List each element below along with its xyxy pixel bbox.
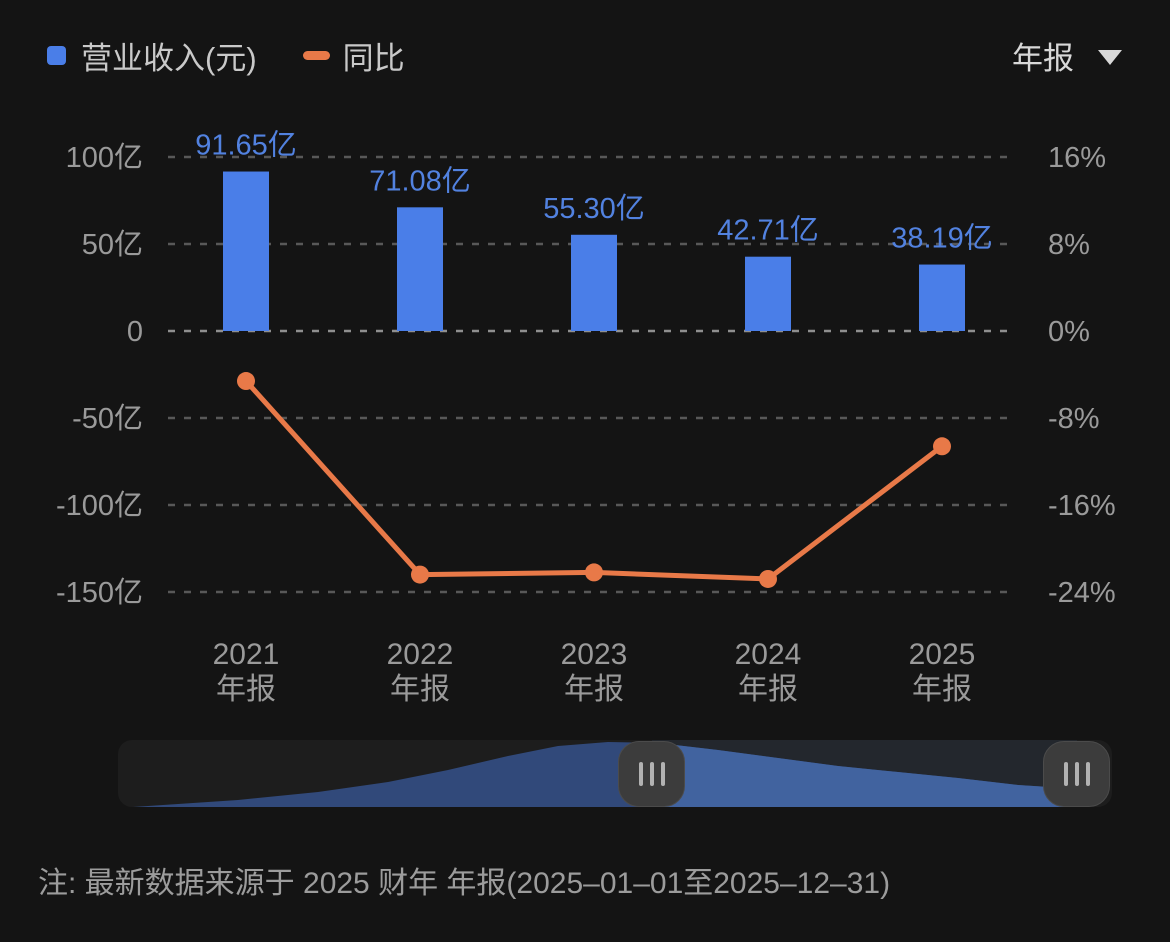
x-axis-period-label: 年报	[216, 673, 276, 706]
grip-icon	[660, 762, 665, 786]
left-axis-tick: -150亿	[56, 576, 143, 609]
grip-icon	[1063, 762, 1068, 786]
grip-icon	[1085, 762, 1090, 786]
left-axis-tick: -50亿	[72, 402, 143, 435]
revenue-bar[interactable]	[397, 207, 443, 331]
yoy-point[interactable]	[237, 372, 255, 391]
x-axis-period-label: 年报	[912, 673, 972, 706]
left-axis-tick: -100亿	[56, 489, 143, 522]
bar-value-label: 42.71亿	[717, 214, 819, 247]
grip-icon	[649, 762, 654, 786]
legend: 营业收入(元) 同比	[47, 33, 405, 78]
legend-item-yoy[interactable]: 同比	[302, 33, 405, 78]
right-axis-tick: -8%	[1048, 403, 1100, 435]
yoy-point[interactable]	[759, 569, 777, 588]
revenue-bar[interactable]	[223, 171, 269, 331]
revenue-bar[interactable]	[919, 264, 965, 331]
right-axis-tick: 0%	[1048, 316, 1090, 348]
yoy-point[interactable]	[411, 565, 429, 584]
legend-item-revenue[interactable]: 营业收入(元)	[47, 33, 257, 78]
x-axis-year-label: 2021	[213, 638, 280, 671]
left-axis-tick: 100亿	[66, 141, 143, 174]
x-axis-period-label: 年报	[564, 673, 624, 706]
right-axis-tick: 8%	[1048, 229, 1090, 261]
datazoom-right-handle[interactable]	[1043, 741, 1110, 807]
bar-value-label: 55.30亿	[543, 192, 645, 225]
yoy-line	[243, 378, 945, 582]
x-axis-year-label: 2023	[561, 638, 628, 671]
revenue-swatch-icon	[47, 46, 66, 65]
x-axis-period-label: 年报	[738, 673, 798, 706]
datazoom-area-selected	[652, 742, 1065, 807]
chevron-down-icon	[1098, 50, 1122, 65]
yoy-legend-label: 同比	[342, 41, 405, 76]
chart-canvas: 100亿 16% 50亿 8% 0 0% -50亿 -8% -100亿 -16% -150亿 -24%…	[56, 129, 1116, 706]
revenue-legend-label: 营业收入(元)	[81, 41, 257, 76]
grip-icon	[638, 762, 643, 786]
left-axis-tick: 50亿	[82, 228, 143, 261]
period-selector-label: 年报	[1012, 41, 1074, 76]
revenue-bar[interactable]	[745, 256, 791, 331]
x-axis-year-label: 2025	[909, 638, 976, 671]
data-source-note: 注: 最新数据来源于 2025 财年 年报(2025–01–01至2025–12…	[38, 867, 891, 900]
left-axis-tick: 0	[127, 316, 143, 348]
yoy-swatch-icon	[302, 51, 330, 60]
x-axis-year-label: 2024	[735, 638, 802, 671]
bar-value-label: 38.19亿	[891, 222, 993, 255]
datazoom-left-handle[interactable]	[618, 741, 685, 807]
right-axis-tick: 16%	[1048, 142, 1106, 174]
right-axis-tick: -16%	[1048, 490, 1116, 522]
yoy-point[interactable]	[933, 437, 951, 456]
right-axis-tick: -24%	[1048, 577, 1116, 609]
datazoom-slider-track[interactable]	[118, 740, 1112, 807]
bar-value-label: 91.65亿	[195, 129, 297, 162]
grip-icon	[1074, 762, 1079, 786]
x-axis-period-label: 年报	[390, 673, 450, 706]
period-selector[interactable]: 年报	[1012, 33, 1122, 78]
x-axis-year-label: 2022	[387, 638, 454, 671]
yoy-point[interactable]	[585, 563, 603, 582]
revenue-bar[interactable]	[571, 234, 617, 331]
datazoom-overview	[133, 740, 1077, 807]
bar-value-label: 71.08亿	[369, 164, 471, 197]
